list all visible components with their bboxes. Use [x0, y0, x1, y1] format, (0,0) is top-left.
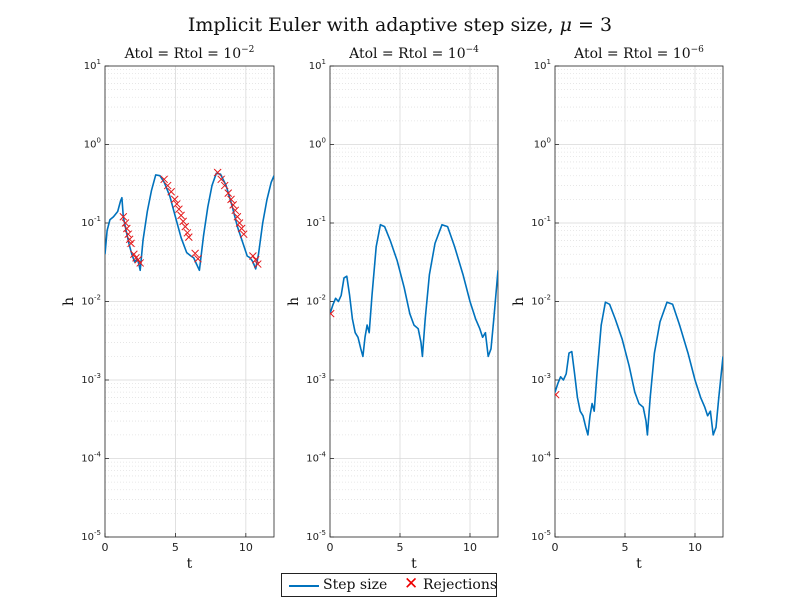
panel-3-rejection-marker [555, 390, 560, 399]
panel-1-rejection-marker [177, 211, 185, 220]
panel-1-rejection-marker [231, 206, 240, 215]
panel-1-rejection-marker [184, 233, 193, 242]
panel-1-rejection-marker [194, 254, 202, 263]
panel-2-ylabel: h [286, 297, 302, 306]
legend-entry-rejections: Rejections [423, 577, 498, 593]
panel-1-rejection-marker [253, 260, 262, 268]
panel-1-rejection-marker [181, 222, 190, 231]
panel-2-y-tick-label: 10-1 [306, 215, 326, 229]
panel-1-x-tick-label: 10 [239, 541, 253, 554]
panel-1-rejection-marker [175, 205, 183, 214]
panel-1-y-tick-label: 10-2 [81, 294, 101, 308]
panel-3-series-step-size [555, 301, 723, 436]
panel-1-rejection-marker [183, 228, 192, 237]
panel-2-series-step-size [330, 223, 498, 358]
panel-1-rejection-marker [227, 195, 235, 204]
panel-1-y-tick-label: 10-1 [81, 215, 101, 229]
panel-1-x-tick-label: 0 [102, 541, 109, 554]
panel-2-y-tick-label: 101 [309, 58, 326, 72]
panel-1-rejection-marker [229, 201, 238, 209]
panel-3-y-tick-label: 10-1 [531, 215, 551, 229]
panel-2-y-tick-label: 10-3 [306, 372, 326, 386]
legend-cross-swatch: ✕ [404, 574, 419, 594]
panel-1-rejection-marker [233, 212, 242, 221]
panel-1-y-tick-label: 10-3 [81, 372, 101, 386]
panel-2-y-tick-label: 100 [309, 137, 326, 151]
panel-1-rejection-marker [127, 239, 135, 248]
panel-1-rejection-marker [136, 259, 145, 267]
panel-3-x-tick-label: 0 [552, 541, 559, 554]
panel-1-rejection-marker [220, 181, 229, 190]
panel-3-xlabel: t [636, 556, 642, 572]
figure-title-mu: μ [559, 14, 572, 36]
panel-1-rejection-marker [163, 181, 172, 190]
panel-1-rejection-marker [119, 212, 128, 221]
panel-2-x-tick-label: 10 [463, 541, 477, 554]
panel-1-rejection-marker [167, 187, 176, 196]
panel-3-x-tick-label: 5 [622, 541, 629, 554]
panel-2-title: Atol = Rtol = 10−4 [348, 45, 479, 62]
panel-3-title: Atol = Rtol = 10−6 [573, 45, 704, 62]
panel-1-series-step-size [105, 172, 274, 272]
panel-1-y-tick-label: 10-5 [81, 529, 101, 543]
panel-2-y-tick-label: 10-4 [306, 451, 326, 465]
panel-3-x-tick-label: 10 [688, 541, 702, 554]
figure-title-prefix: Implicit Euler with adaptive step size, [187, 14, 560, 36]
panel-1-rejection-marker [239, 230, 248, 239]
panel-1-rejection-marker [160, 175, 169, 184]
panel-1-ylabel: h [61, 297, 77, 306]
legend-line-swatch [289, 585, 319, 587]
panel-1-rejection-marker [122, 224, 131, 233]
figure-title: Implicit Euler with adaptive step size, … [0, 14, 800, 36]
panel-1-x-tick-label: 5 [172, 541, 179, 554]
legend-entry-step-size: Step size [323, 577, 388, 593]
panel-2-y-tick-label: 10-2 [306, 294, 326, 308]
panel-1-title: Atol = Rtol = 10−2 [124, 45, 255, 62]
panel-1-rejection-marker [191, 249, 199, 258]
panel-1-rejection-marker [213, 168, 222, 177]
panel-1-rejection-marker [124, 230, 133, 239]
panel-3-y-tick-label: 100 [534, 137, 551, 151]
panel-2-xlabel: t [411, 556, 417, 572]
panel-1-xlabel: t [187, 556, 193, 572]
panel-1-rejection-marker [249, 252, 257, 260]
panel-3-y-tick-label: 10-3 [531, 372, 551, 386]
panel-1-rejection-marker [237, 224, 246, 233]
panel-1-rejection-marker [172, 200, 181, 208]
panel-1-rejection-marker [224, 189, 233, 198]
panel-3-y-tick-label: 10-4 [531, 451, 551, 465]
panel-3-ylabel: h [511, 297, 527, 306]
panel-1-rejection-marker [179, 217, 188, 226]
legend: Step size ✕ Rejections [281, 573, 497, 597]
panel-2-x-tick-label: 5 [397, 541, 404, 554]
panel-3-y-tick-label: 10-2 [531, 294, 551, 308]
panel-1-y-tick-label: 101 [84, 58, 101, 72]
panel-1-rejection-marker [170, 195, 179, 204]
panel-3-y-tick-label: 10-5 [531, 529, 551, 543]
panel-2-rejection-marker [330, 309, 335, 318]
panel-1-rejection-marker [217, 175, 226, 184]
panel-1-rejection-marker [125, 235, 134, 244]
panel-3-y-tick-label: 101 [534, 58, 551, 72]
panel-1-y-tick-label: 10-4 [81, 451, 101, 465]
panel-1-y-tick-label: 100 [84, 137, 101, 151]
panel-2-y-tick-label: 10-5 [306, 529, 326, 543]
panel-2-x-tick-label: 0 [327, 541, 334, 554]
figure-title-suffix: = 3 [572, 14, 613, 36]
panel-1-rejection-marker [235, 219, 244, 227]
panel-1-rejection-marker [130, 250, 138, 259]
panel-1-rejection-marker [251, 255, 260, 264]
